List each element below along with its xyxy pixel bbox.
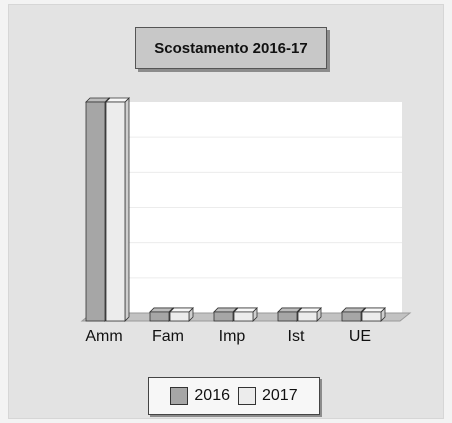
bar-top-amm-2017 — [105, 97, 130, 103]
bar-fam-2017 — [169, 311, 190, 322]
bar-ue-2016 — [341, 311, 362, 322]
bar-side-amm-2017 — [124, 97, 130, 322]
legend-swatch-2016 — [170, 387, 189, 405]
x-label-imp: Imp — [219, 328, 246, 345]
bar-top-ue-2016 — [341, 307, 366, 313]
bar-top-imp-2017 — [233, 307, 258, 313]
bar-ist-2016 — [277, 311, 298, 322]
gridlines — [108, 136, 402, 279]
bar-top-imp-2016 — [213, 307, 238, 313]
bar-ist-2017 — [297, 311, 318, 322]
bar-top-amm-2016 — [85, 97, 110, 103]
x-label-ist: Ist — [288, 328, 305, 345]
x-label-ue: UE — [349, 328, 371, 345]
x-axis-labels: Amm Fam Imp Ist UE — [85, 328, 371, 345]
bar-top-ist-2017 — [297, 307, 322, 313]
bar-ue-2017 — [361, 311, 382, 322]
bar-top-ue-2017 — [361, 307, 386, 313]
legend-swatch-2017 — [238, 387, 256, 405]
bar-fam-2016 — [149, 311, 170, 322]
legend-label-2016: 2016 — [194, 387, 230, 404]
bars — [85, 97, 386, 322]
legend-item-2017: 2017 — [238, 387, 298, 405]
bar-imp-2017 — [233, 311, 254, 322]
bar-top-fam-2016 — [149, 307, 174, 313]
bar-top-fam-2017 — [169, 307, 194, 313]
x-label-fam: Fam — [152, 328, 184, 345]
legend-label-2017: 2017 — [262, 387, 298, 404]
x-label-amm: Amm — [85, 328, 122, 345]
bar-top-ist-2016 — [277, 307, 302, 313]
legend-item-2016: 2016 — [170, 387, 230, 405]
bar-amm-2017 — [105, 101, 126, 322]
legend: 2016 2017 — [148, 377, 320, 415]
chart-title-text: Scostamento 2016-17 — [154, 39, 308, 57]
bar-imp-2016 — [213, 311, 234, 322]
chart-title: Scostamento 2016-17 — [135, 27, 327, 69]
bar-amm-2016 — [85, 101, 106, 322]
